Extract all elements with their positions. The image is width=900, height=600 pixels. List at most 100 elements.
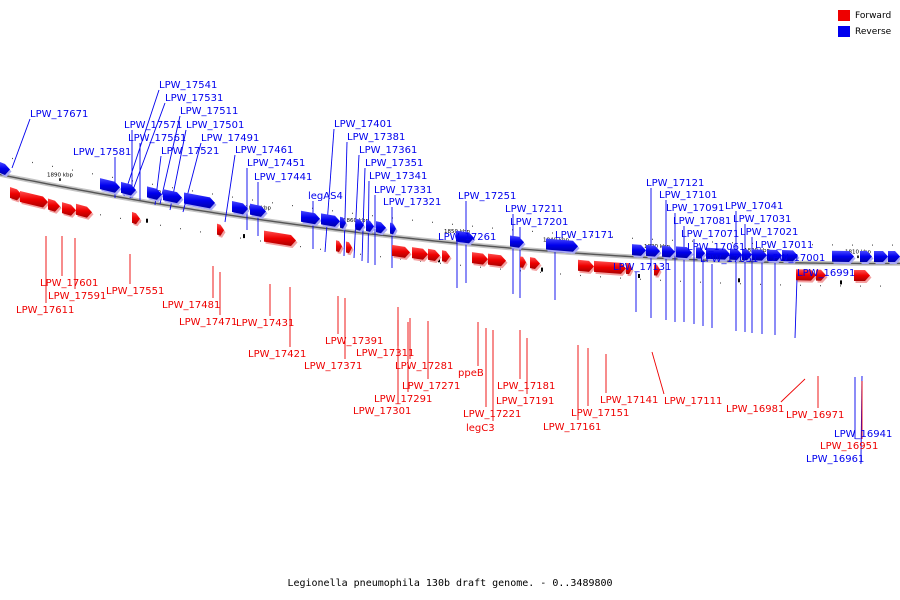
forward-gene-label: LPW_17591 — [48, 291, 106, 302]
reverse-gene — [646, 244, 660, 257]
minor-tick — [720, 282, 721, 284]
forward-gene-label: LPW_17391 — [325, 336, 383, 347]
minor-tick — [480, 266, 481, 268]
reverse-gene-label: LPW_16941 — [834, 429, 892, 440]
reverse-gene-label: LPW_17501 — [186, 120, 244, 131]
minor-tick — [112, 176, 113, 178]
reverse-gene — [366, 219, 374, 232]
reverse-gene — [184, 192, 215, 209]
reverse-gene-label: LPW_17461 — [235, 145, 293, 156]
genome-caption: Legionella pneumophila 130b draft genome… — [287, 578, 613, 589]
tick-label: 1890 kbp — [47, 172, 73, 178]
minor-tick — [560, 273, 561, 275]
minor-tick — [360, 253, 361, 255]
reverse-gene-label: LPW_17381 — [347, 132, 405, 143]
reverse-leader-line — [324, 128, 335, 253]
reverse-gene — [860, 250, 872, 263]
minor-tick — [392, 217, 393, 219]
legend-reverse: Reverse — [838, 25, 891, 38]
reverse-gene — [874, 251, 888, 263]
reverse-gene — [730, 248, 742, 260]
minor-tick — [532, 230, 533, 232]
reverse-gene-label: LPW_17441 — [254, 172, 312, 183]
reverse-gene-label: LPW_17041 — [725, 201, 783, 212]
minor-tick — [820, 285, 821, 287]
forward-swatch — [838, 10, 850, 21]
forward-gene-label: LPW_17371 — [304, 361, 362, 372]
forward-gene — [336, 240, 342, 252]
forward-gene-label: LPW_16971 — [786, 410, 844, 421]
backbone-line — [0, 173, 900, 265]
reverse-gene-label: LPW_17541 — [159, 80, 217, 91]
minor-tick — [872, 244, 873, 246]
forward-leader-line — [651, 351, 665, 395]
minor-tick — [132, 180, 133, 182]
forward-gene — [488, 253, 506, 267]
minor-tick — [632, 237, 633, 239]
legend-forward: Forward — [838, 9, 891, 22]
reverse-gene — [301, 210, 320, 225]
reverse-gene — [510, 235, 524, 248]
reverse-gene-label: LPW_17561 — [128, 133, 186, 144]
minor-tick — [572, 233, 573, 236]
tick-mark — [541, 267, 543, 272]
minor-tick — [512, 229, 513, 231]
minor-tick — [152, 183, 153, 185]
minor-tick — [692, 240, 693, 242]
legend-forward-label: Forward — [855, 10, 892, 21]
reverse-gene-label: LPW_17061 — [687, 242, 745, 253]
forward-gene — [76, 203, 92, 218]
reverse-leader-line — [123, 89, 160, 197]
reverse-gene — [232, 200, 248, 215]
tick-mark — [146, 218, 148, 223]
minor-tick — [460, 264, 461, 266]
minor-tick — [192, 190, 193, 192]
minor-tick — [732, 242, 733, 244]
forward-gene-label: LPW_17141 — [600, 395, 658, 406]
minor-tick — [580, 274, 581, 277]
minor-tick — [372, 215, 373, 217]
forward-gene-label: LPW_17611 — [16, 305, 74, 316]
minor-tick — [520, 270, 521, 272]
minor-tick — [420, 260, 421, 262]
minor-tick — [880, 285, 881, 287]
reverse-leader-line — [129, 102, 166, 199]
reverse-gene-label: LPW_17201 — [510, 217, 568, 228]
forward-gene — [428, 248, 440, 262]
reverse-gene — [752, 249, 767, 261]
reverse-gene — [121, 181, 136, 196]
reverse-gene — [356, 218, 364, 231]
forward-gene — [392, 244, 410, 258]
tick-mark — [638, 274, 640, 278]
forward-gene-label: LPW_17291 — [374, 394, 432, 405]
minor-tick — [412, 219, 413, 221]
minor-tick — [180, 228, 181, 230]
reverse-gene-label: LPW_17351 — [365, 158, 423, 169]
minor-tick — [740, 283, 741, 285]
reverse-gene-label: legAS4 — [308, 191, 343, 202]
minor-tick — [300, 246, 301, 248]
forward-gene-label: legC3 — [466, 423, 495, 434]
reverse-gene-label: LPW_17511 — [180, 106, 238, 117]
minor-tick — [780, 284, 781, 286]
forward-gene — [854, 269, 870, 282]
legend-reverse-label: Reverse — [855, 26, 892, 37]
forward-gene — [132, 211, 140, 225]
minor-tick — [892, 244, 893, 246]
reverse-gene-label: LPW_17571 — [124, 120, 182, 131]
minor-tick — [32, 161, 33, 164]
reverse-leader-line — [361, 167, 366, 262]
reverse-gene — [696, 247, 705, 259]
forward-gene-label: LPW_17311 — [356, 348, 414, 359]
reverse-gene-label: LPW_17071 — [681, 229, 739, 240]
minor-tick — [620, 277, 621, 279]
reverse-gene-label: LPW_17011 — [755, 240, 813, 251]
reverse-gene-label: LPW_17101 — [659, 190, 717, 201]
minor-tick — [52, 165, 53, 167]
reverse-gene — [782, 250, 798, 262]
reverse-gene — [676, 246, 692, 259]
reverse-gene-label: LPW_17031 — [733, 214, 791, 225]
minor-tick — [772, 243, 773, 245]
reverse-gene-label: LPW_17081 — [673, 216, 731, 227]
reverse-gene-label: LPW_17131 — [613, 262, 671, 273]
